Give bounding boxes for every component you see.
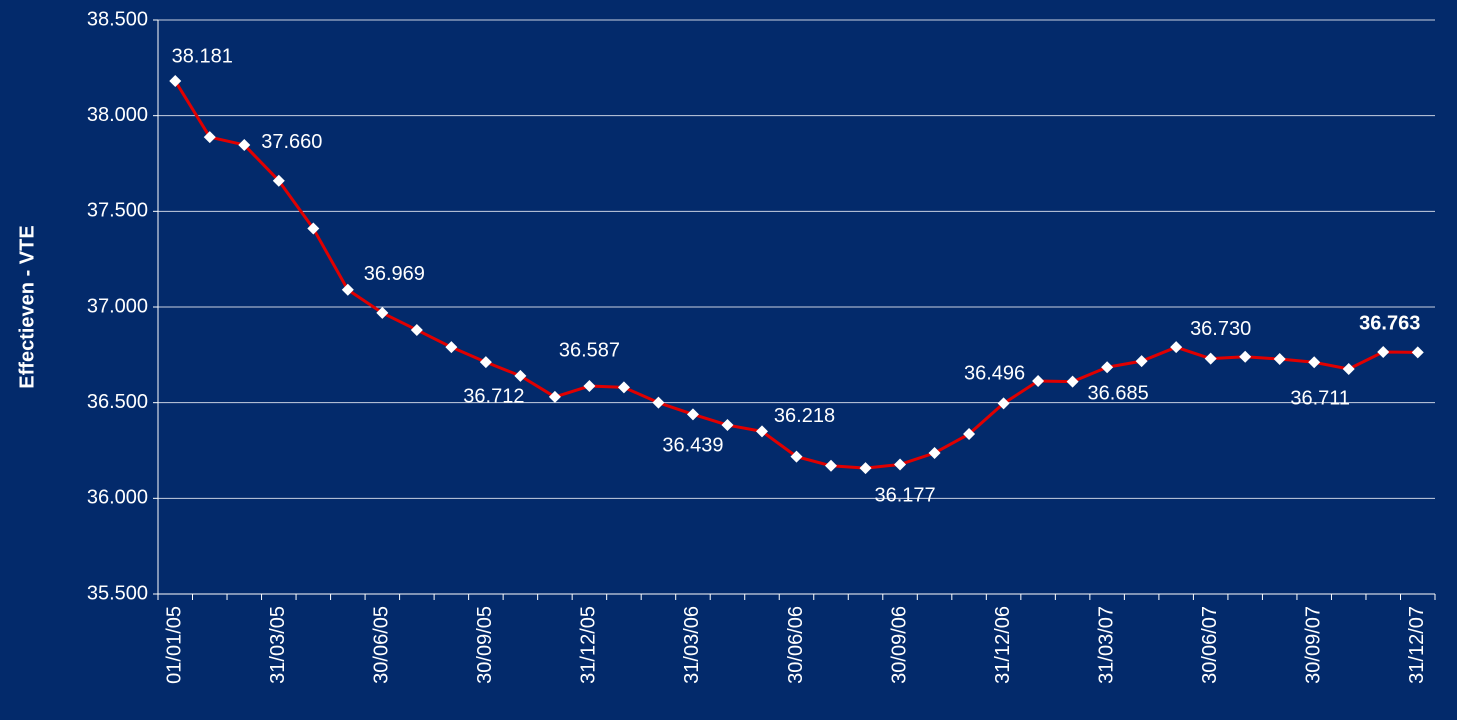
y-tick-label: 38.000	[87, 104, 148, 126]
data-point	[514, 369, 527, 382]
data-point	[721, 419, 734, 432]
x-tick-label: 30/09/07	[1302, 606, 1324, 684]
x-tick-label: 31/12/06	[992, 606, 1014, 684]
x-tick-label: 30/09/05	[474, 606, 496, 684]
y-tick-label: 36.500	[87, 391, 148, 413]
x-tick-label: 31/12/05	[578, 606, 600, 684]
x-tick-label: 30/09/06	[888, 606, 910, 684]
data-point	[1066, 375, 1079, 388]
data-point	[1170, 341, 1183, 354]
data-point	[238, 138, 251, 151]
data-point	[169, 75, 182, 88]
data-label: 36.712	[463, 385, 524, 407]
x-tick-label: 31/12/07	[1406, 606, 1428, 684]
data-point	[1273, 353, 1286, 366]
x-tick-label: 30/06/05	[371, 606, 393, 684]
data-point	[341, 283, 354, 296]
data-point	[617, 381, 630, 394]
data-point	[203, 131, 216, 144]
data-point	[652, 396, 665, 409]
data-point	[307, 222, 320, 235]
y-tick-label: 37.500	[87, 200, 148, 222]
data-point	[790, 450, 803, 463]
data-label: 38.181	[172, 45, 233, 67]
y-tick-label: 35.500	[87, 582, 148, 604]
data-label: 36.969	[364, 263, 425, 285]
data-point	[825, 459, 838, 472]
data-point	[479, 356, 492, 369]
x-tick-label: 30/06/07	[1199, 606, 1221, 684]
data-label: 36.587	[559, 339, 620, 361]
data-label: 36.763	[1359, 313, 1420, 335]
data-point	[410, 323, 423, 336]
data-label: 36.711	[1290, 388, 1350, 410]
data-point	[1342, 362, 1355, 375]
data-point	[1032, 375, 1045, 388]
data-point	[755, 425, 768, 438]
data-point	[1239, 350, 1252, 363]
data-point	[376, 306, 389, 319]
y-tick-label: 36.000	[87, 487, 148, 509]
data-point	[583, 380, 596, 393]
data-point	[1204, 352, 1217, 365]
x-tick-label: 31/03/06	[681, 606, 703, 684]
data-label: 36.218	[774, 405, 835, 427]
data-label: 36.730	[1190, 318, 1251, 340]
data-point	[894, 458, 907, 471]
y-tick-label: 38.500	[87, 8, 148, 30]
y-tick-label: 37.000	[87, 295, 148, 317]
data-label: 37.660	[261, 131, 322, 153]
data-point	[1135, 355, 1148, 368]
data-point	[1411, 346, 1424, 359]
data-label: 36.177	[874, 485, 935, 507]
y-axis-title: Effectieven - VTE	[16, 225, 38, 388]
data-point	[1377, 345, 1390, 358]
data-label: 36.685	[1088, 383, 1149, 405]
data-point	[272, 174, 285, 187]
x-tick-label: 31/03/07	[1095, 606, 1117, 684]
data-point	[686, 408, 699, 421]
data-point	[928, 446, 941, 459]
data-point	[1308, 356, 1321, 369]
x-tick-label: 30/06/06	[785, 606, 807, 684]
data-point	[997, 397, 1010, 410]
data-label: 36.496	[964, 363, 1025, 385]
data-point	[963, 428, 976, 441]
data-point	[859, 462, 872, 475]
x-tick-label: 31/03/05	[267, 606, 289, 684]
data-label: 36.439	[662, 435, 723, 457]
data-point	[1101, 361, 1114, 374]
x-tick-label: 01/01/05	[164, 606, 186, 684]
data-point	[548, 390, 561, 403]
data-point	[445, 341, 458, 354]
